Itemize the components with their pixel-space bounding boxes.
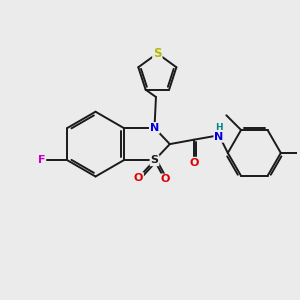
- Text: O: O: [160, 174, 170, 184]
- Text: S: S: [151, 155, 158, 165]
- Text: F: F: [38, 155, 45, 165]
- Text: O: O: [134, 173, 143, 183]
- Text: O: O: [189, 158, 199, 168]
- Text: H: H: [215, 123, 223, 132]
- Text: N: N: [214, 132, 224, 142]
- Text: S: S: [153, 47, 162, 60]
- Text: N: N: [150, 123, 159, 133]
